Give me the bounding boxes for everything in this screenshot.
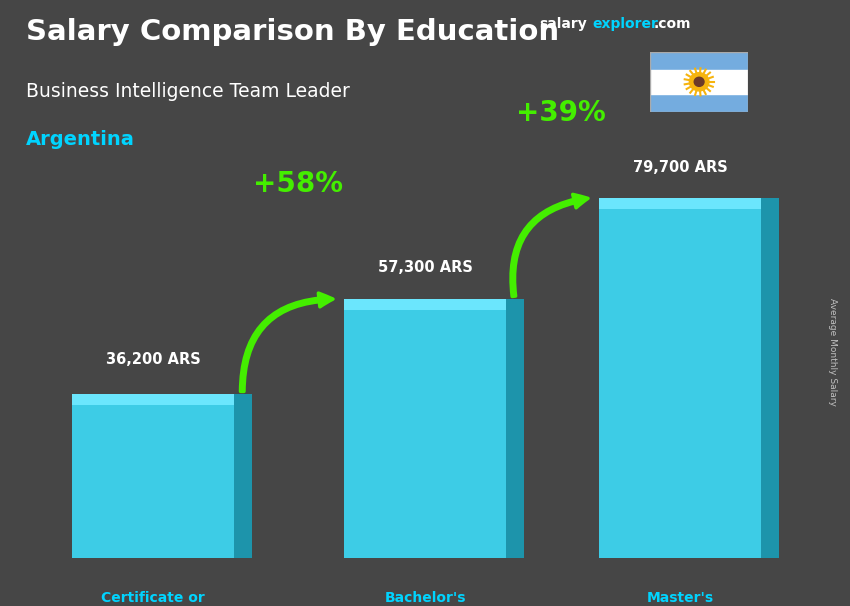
Text: +39%: +39% <box>516 99 606 127</box>
Circle shape <box>689 73 709 91</box>
Text: +58%: +58% <box>252 170 343 198</box>
Text: 36,200 ARS: 36,200 ARS <box>105 352 201 367</box>
Bar <box>234 395 252 558</box>
Text: .com: .com <box>654 17 691 31</box>
Text: Master's
Degree: Master's Degree <box>647 591 713 606</box>
Bar <box>344 299 506 310</box>
FancyArrowPatch shape <box>241 293 333 391</box>
Bar <box>344 299 506 558</box>
Bar <box>650 70 748 94</box>
Bar <box>599 198 761 209</box>
Bar <box>599 198 761 558</box>
Text: Salary Comparison By Education: Salary Comparison By Education <box>26 18 558 46</box>
Bar <box>506 299 524 558</box>
Text: explorer: explorer <box>592 17 658 31</box>
Circle shape <box>694 77 704 86</box>
Text: Argentina: Argentina <box>26 130 134 149</box>
Bar <box>761 198 779 558</box>
Text: Certificate or
Diploma: Certificate or Diploma <box>101 591 205 606</box>
Bar <box>72 395 234 558</box>
Text: 79,700 ARS: 79,700 ARS <box>632 160 728 175</box>
Text: 57,300 ARS: 57,300 ARS <box>377 260 473 275</box>
Text: Bachelor's
Degree: Bachelor's Degree <box>384 591 466 606</box>
Text: Average Monthly Salary: Average Monthly Salary <box>828 298 837 405</box>
Text: Business Intelligence Team Leader: Business Intelligence Team Leader <box>26 82 349 101</box>
Bar <box>72 395 234 405</box>
Text: salary: salary <box>540 17 587 31</box>
FancyArrowPatch shape <box>511 195 588 296</box>
